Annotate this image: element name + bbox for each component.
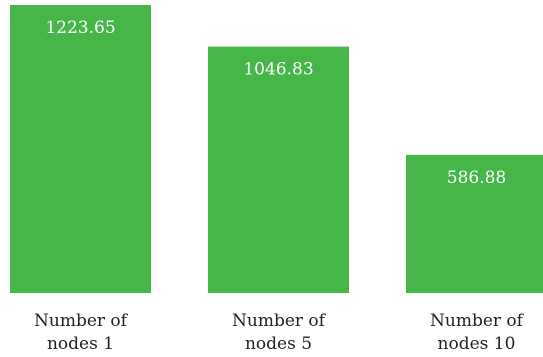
bars-group [10,5,543,293]
category-label-line: Number of [430,311,525,331]
category-label-1: Number of nodes 1 [34,311,129,354]
category-label-3: Number of nodes 10 [430,311,525,354]
bar-3 [406,154,543,293]
bar-value-label-2: 1046.83 [243,60,313,80]
value-labels-group: 1223.65 1046.83 586.88 [45,18,506,188]
bar-value-label-1: 1223.65 [45,18,115,38]
category-label-line: nodes 10 [438,334,516,354]
category-label-2: Number of nodes 5 [232,311,327,354]
category-label-line: Number of [34,311,129,331]
bar-2 [208,46,349,293]
bar-1 [10,5,151,293]
category-label-line: Number of [232,311,327,331]
category-label-line: nodes 1 [47,334,114,354]
category-label-line: nodes 5 [245,334,312,354]
bar-value-label-3: 586.88 [447,168,506,188]
